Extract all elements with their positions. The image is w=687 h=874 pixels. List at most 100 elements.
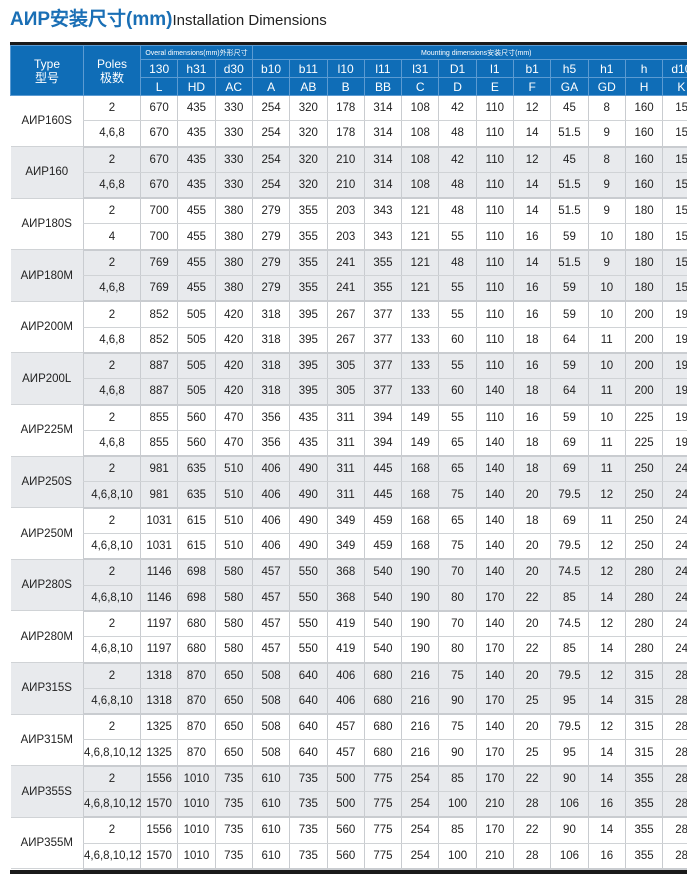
dimension-cell: 178 bbox=[327, 96, 364, 121]
dimension-cell: 420 bbox=[215, 327, 252, 353]
dimension-cell: 580 bbox=[215, 637, 252, 663]
dimension-cell: 769 bbox=[141, 250, 178, 276]
dimension-cell: 24 bbox=[663, 585, 687, 611]
poles-cell: 4,6,8 bbox=[84, 276, 141, 302]
dimension-cell: 24 bbox=[663, 508, 687, 534]
dimension-cell: 19 bbox=[663, 301, 687, 327]
dimension-cell: 250 bbox=[625, 482, 662, 508]
poles-cell: 2 bbox=[84, 96, 141, 121]
dimension-cell: 420 bbox=[215, 353, 252, 379]
dimension-cell: 64 bbox=[551, 379, 588, 405]
dimension-cell: 395 bbox=[290, 379, 327, 405]
dimension-cell: 18 bbox=[514, 327, 551, 353]
dimension-cell: 435 bbox=[178, 96, 215, 121]
dimension-cell: 16 bbox=[514, 405, 551, 431]
dimension-cell: 210 bbox=[327, 172, 364, 198]
dimension-cell: 1010 bbox=[178, 843, 215, 869]
dimension-cell: 540 bbox=[364, 637, 401, 663]
header-letter-cell: GD bbox=[588, 78, 625, 96]
poles-cell: 2 bbox=[84, 405, 141, 431]
dimension-cell: 85 bbox=[439, 766, 476, 792]
poles-cell: 4,6,8,10 bbox=[84, 637, 141, 663]
dimension-cell: 580 bbox=[215, 559, 252, 585]
dimension-cell: 318 bbox=[252, 327, 289, 353]
dimension-cell: 16 bbox=[514, 353, 551, 379]
header-letter-cell: BB bbox=[364, 78, 401, 96]
dimension-cell: 59 bbox=[551, 353, 588, 379]
header-letter-cell: C bbox=[402, 78, 439, 96]
dimension-cell: 10 bbox=[588, 276, 625, 302]
dimension-cell: 121 bbox=[402, 198, 439, 224]
dimension-cell: 108 bbox=[402, 121, 439, 147]
header-letter-cell: B bbox=[327, 78, 364, 96]
dimension-cell: 51.5 bbox=[551, 198, 588, 224]
dimension-cell: 100 bbox=[439, 843, 476, 869]
title-cn: АИР安装尺寸(mm) bbox=[10, 9, 173, 30]
dimension-cell: 216 bbox=[402, 714, 439, 740]
dimension-cell: 490 bbox=[290, 456, 327, 482]
dimension-cell: 12 bbox=[588, 559, 625, 585]
dimension-cell: 267 bbox=[327, 301, 364, 327]
dimension-cell: 15 bbox=[663, 276, 687, 302]
header-mounting-dimensions: Mounting dimensions安装尺寸(mm) bbox=[252, 46, 687, 60]
dimension-cell: 855 bbox=[141, 430, 178, 456]
poles-cell: 4,6,8,10 bbox=[84, 688, 141, 714]
dimension-cell: 377 bbox=[364, 301, 401, 327]
dimension-cell: 140 bbox=[476, 559, 513, 585]
dimension-cell: 1318 bbox=[141, 663, 178, 689]
header-letter-cell: K bbox=[663, 78, 687, 96]
dimension-cell: 380 bbox=[215, 250, 252, 276]
dimension-cell: 200 bbox=[625, 301, 662, 327]
dimension-cell: 19 bbox=[663, 430, 687, 456]
dimension-cell: 15 bbox=[663, 172, 687, 198]
type-cell: АИР180M bbox=[11, 250, 84, 302]
dimension-cell: 355 bbox=[290, 276, 327, 302]
type-cell: АИР250M bbox=[11, 508, 84, 560]
dimension-cell: 140 bbox=[476, 534, 513, 560]
dimension-cell: 470 bbox=[215, 430, 252, 456]
dimension-cell: 775 bbox=[364, 843, 401, 869]
dimension-cell: 510 bbox=[215, 508, 252, 534]
dimension-cell: 769 bbox=[141, 276, 178, 302]
dimension-cell: 168 bbox=[402, 508, 439, 534]
dimension-cell: 380 bbox=[215, 198, 252, 224]
dimension-cell: 870 bbox=[178, 714, 215, 740]
dimension-cell: 540 bbox=[364, 559, 401, 585]
dimension-cell: 200 bbox=[625, 379, 662, 405]
dimension-cell: 140 bbox=[476, 456, 513, 482]
dimension-cell: 216 bbox=[402, 688, 439, 714]
dimension-cell: 45 bbox=[551, 96, 588, 121]
poles-cell: 4,6,8 bbox=[84, 327, 141, 353]
dimension-cell: 650 bbox=[215, 688, 252, 714]
poles-cell: 4,6,8,10,12 bbox=[84, 843, 141, 869]
type-cell: АИР250S bbox=[11, 456, 84, 508]
dimension-cell: 1325 bbox=[141, 714, 178, 740]
dimension-cell: 59 bbox=[551, 276, 588, 302]
dimension-cell: 870 bbox=[178, 740, 215, 766]
header-overall-dimensions: Overal dimensions(mm)外形尺寸 bbox=[141, 46, 253, 60]
dimension-cell: 190 bbox=[402, 585, 439, 611]
dimension-cell: 377 bbox=[364, 327, 401, 353]
poles-cell: 4,6,8,10 bbox=[84, 585, 141, 611]
dimension-cell: 320 bbox=[290, 147, 327, 173]
dimension-cell: 318 bbox=[252, 353, 289, 379]
dimension-cell: 110 bbox=[476, 96, 513, 121]
dimension-cell: 315 bbox=[625, 714, 662, 740]
poles-cell: 2 bbox=[84, 353, 141, 379]
dimension-cell: 16 bbox=[514, 276, 551, 302]
dimension-cell: 650 bbox=[215, 740, 252, 766]
dimension-cell: 510 bbox=[215, 534, 252, 560]
poles-cell: 2 bbox=[84, 559, 141, 585]
dimension-cell: 355 bbox=[290, 250, 327, 276]
dimension-cell: 981 bbox=[141, 482, 178, 508]
dimension-cell: 887 bbox=[141, 379, 178, 405]
header-code-cell: l11 bbox=[364, 60, 401, 78]
dimension-cell: 85 bbox=[439, 817, 476, 843]
dimension-cell: 700 bbox=[141, 224, 178, 250]
dimension-cell: 15 bbox=[663, 147, 687, 173]
dimension-cell: 610 bbox=[252, 843, 289, 869]
